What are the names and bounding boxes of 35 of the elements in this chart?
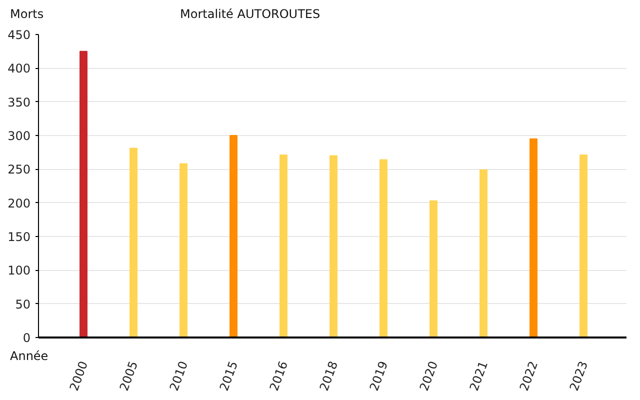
bar <box>430 200 438 338</box>
x-tick-label: 2023 <box>566 359 591 393</box>
x-tick-label: 2018 <box>316 359 341 393</box>
x-tick-label: 2000 <box>66 359 91 393</box>
bar <box>330 155 338 338</box>
bar <box>480 169 488 338</box>
y-tick-label: 350 <box>8 95 30 110</box>
y-tick-label: 300 <box>8 129 30 143</box>
x-tick-label: 2019 <box>366 359 391 393</box>
chart-title: Mortalité AUTOROUTES <box>180 6 320 23</box>
bar <box>80 50 88 338</box>
y-tick-label: 100 <box>8 264 30 278</box>
x-tick-label: 2016 <box>266 359 291 393</box>
y-tick-label: 50 <box>15 297 31 312</box>
bar <box>230 135 238 338</box>
bar <box>530 138 538 338</box>
y-tick-label: 200 <box>8 196 30 210</box>
x-tick-label: 2021 <box>466 359 491 393</box>
bar <box>580 154 588 338</box>
y-tick-label: 250 <box>8 162 30 177</box>
bar <box>180 163 188 338</box>
y-tick-label: 150 <box>8 230 30 244</box>
y-tick-label: 450 <box>8 28 30 42</box>
y-tick-label: 0 <box>22 331 31 345</box>
x-tick-label: 2020 <box>416 359 441 393</box>
bar <box>130 148 138 338</box>
bar <box>280 154 288 338</box>
y-axis-title: Morts <box>10 6 44 23</box>
x-tick-label: 2010 <box>166 359 191 393</box>
x-tick-label: 2005 <box>116 359 141 393</box>
x-axis-title: Année <box>10 348 48 365</box>
x-tick-label: 2022 <box>516 359 541 393</box>
x-tick-label: 2015 <box>216 359 241 393</box>
y-tick-label: 400 <box>8 62 30 76</box>
bar <box>380 159 388 338</box>
